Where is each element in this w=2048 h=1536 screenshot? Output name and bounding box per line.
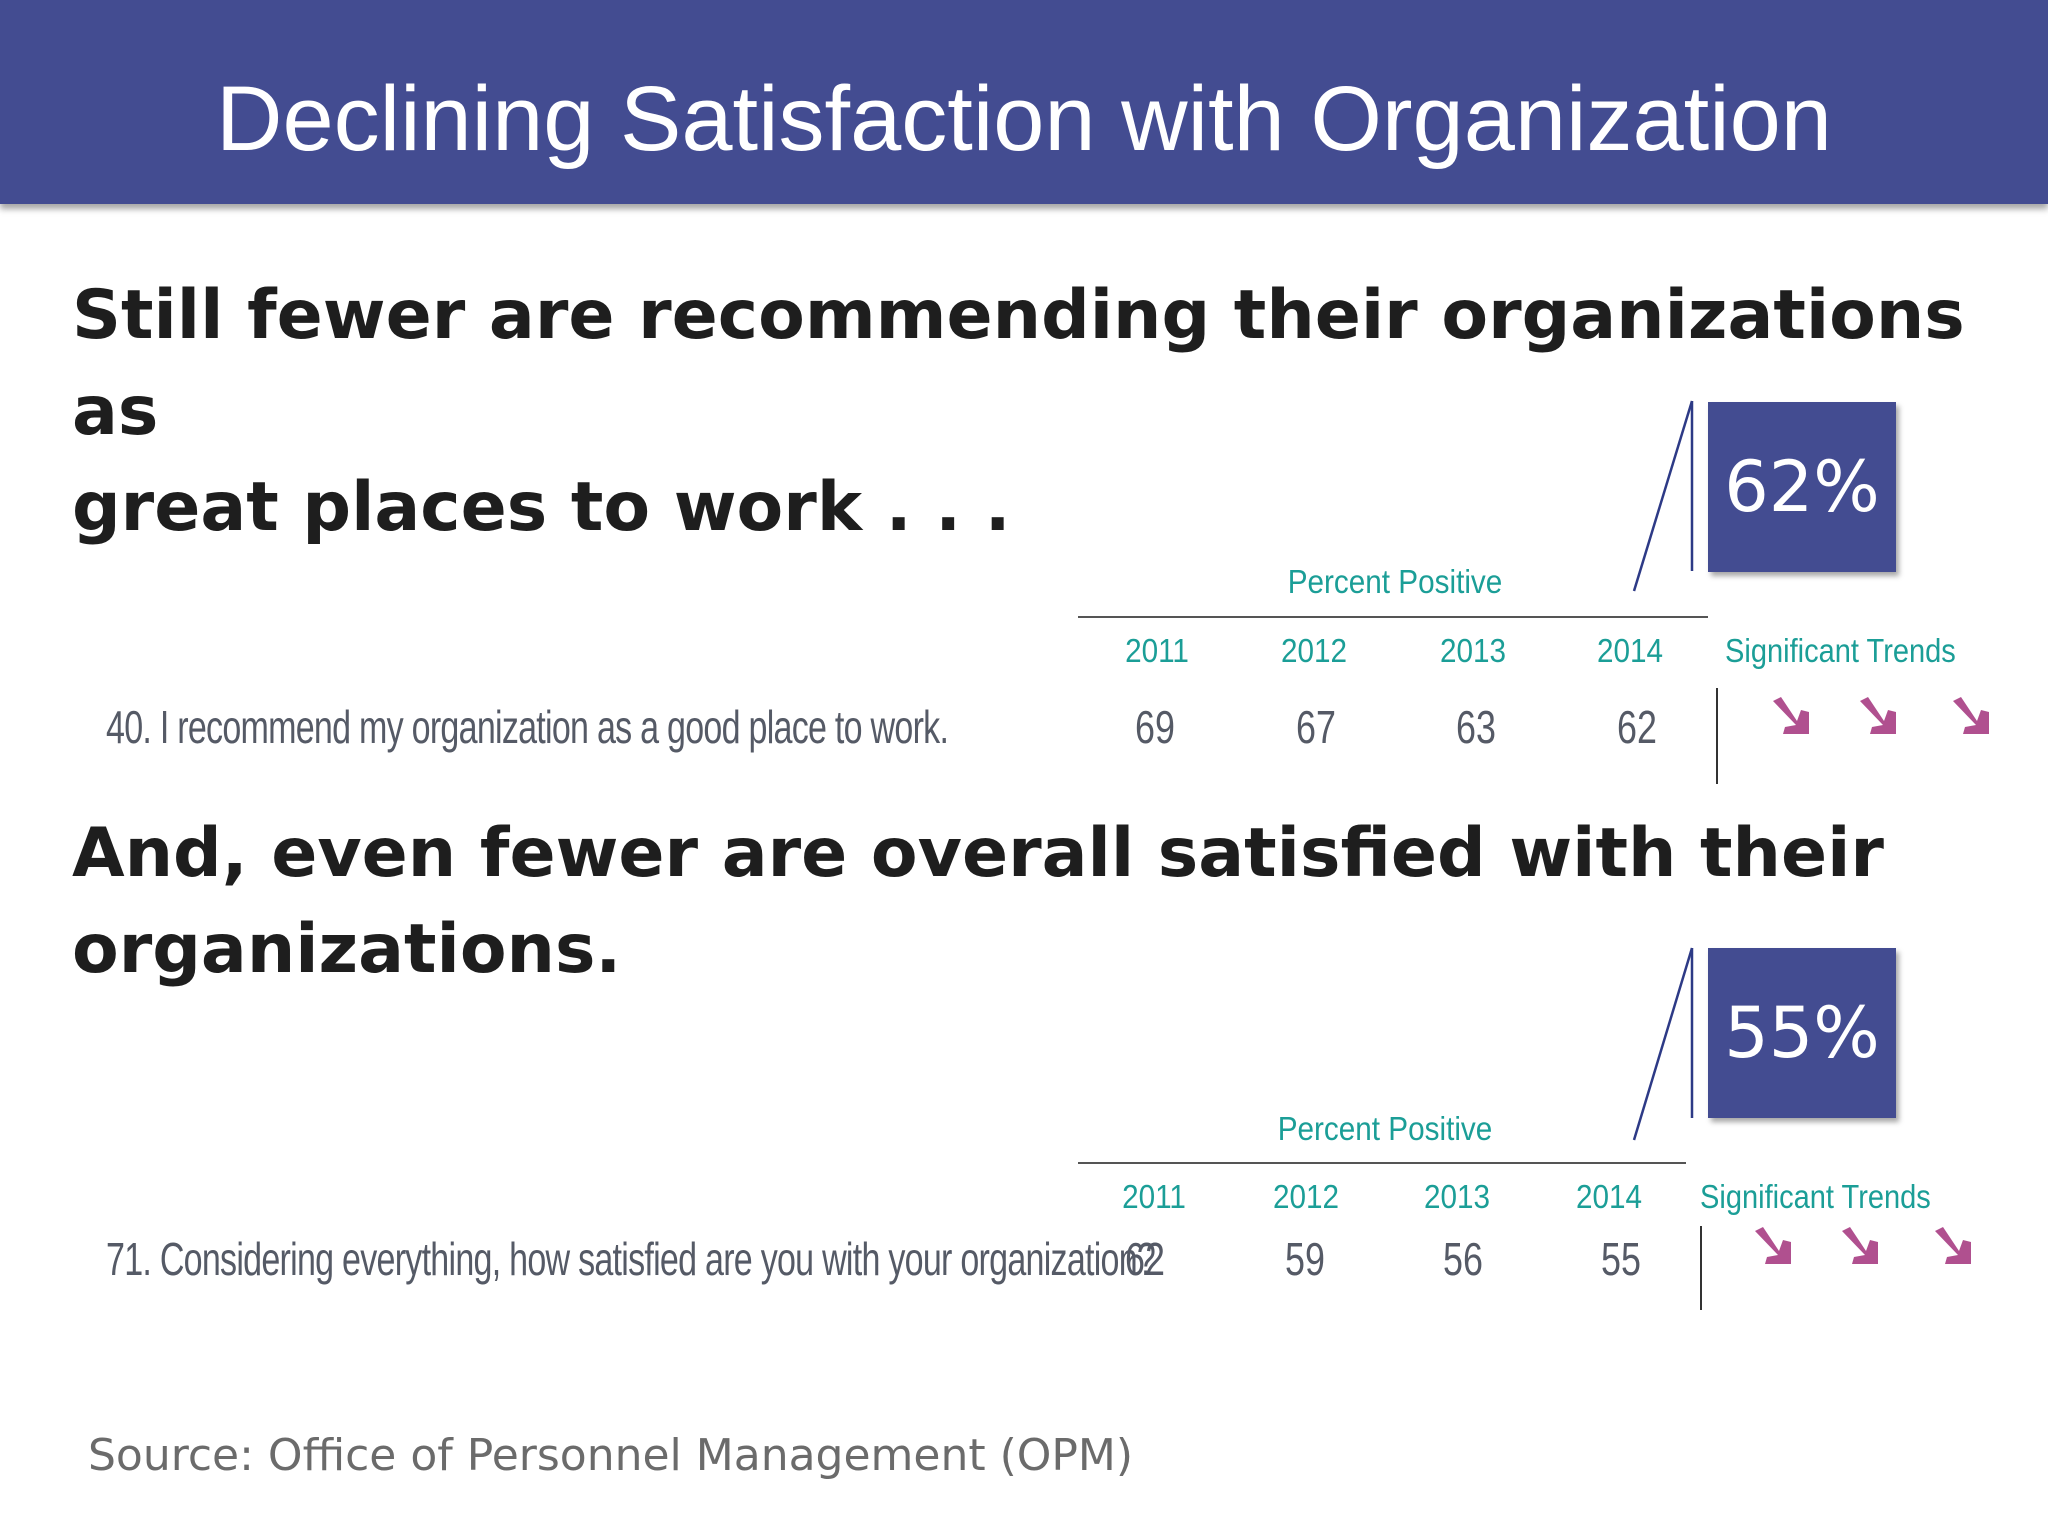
section1-callout-badge: 62%: [1708, 402, 1896, 572]
section1-divider: [1078, 616, 1708, 618]
section2-year-2013: 2013: [1423, 1178, 1491, 1215]
arrow-down-right-icon: [1773, 697, 1809, 734]
slide-title: Declining Satisfaction with Organization: [216, 68, 1832, 170]
section2-year-2011: 2011: [1122, 1178, 1186, 1215]
section2-callout-pointer: [1632, 947, 1694, 1141]
arrow-down-right-icon: [1860, 697, 1896, 734]
section2-value-2011: 62: [1125, 1233, 1165, 1285]
section2-heading-line2: organizations.: [72, 910, 622, 989]
section1-heading-line2: great places to work . . .: [72, 468, 1011, 547]
section1-trend-separator: [1716, 688, 1718, 784]
section1-value-2013: 63: [1456, 701, 1496, 753]
section1-percent-positive: Percent Positive: [1287, 563, 1503, 600]
section1-value-2012: 67: [1296, 701, 1336, 753]
section2-value-2014: 55: [1601, 1233, 1641, 1285]
section2-value-2012: 59: [1285, 1233, 1325, 1285]
section1-question: 40. I recommend my organization as a goo…: [106, 701, 949, 753]
arrow-down-right-icon: [1842, 1227, 1878, 1264]
section1-heading-line1: Still fewer are recommending their organ…: [72, 276, 1965, 451]
section1-value-2011: 69: [1135, 701, 1175, 753]
section1-year-2013: 2013: [1439, 632, 1507, 669]
section2-trend-separator: [1700, 1226, 1702, 1310]
section2-year-2014: 2014: [1575, 1178, 1643, 1215]
source-citation: Source: Office of Personnel Management (…: [88, 1430, 1134, 1481]
section1-year-2014: 2014: [1596, 632, 1664, 669]
title-banner: [0, 0, 2048, 204]
section1-callout-pointer: [1632, 400, 1694, 592]
section1-trends-label: Significant Trends: [1725, 632, 1956, 669]
arrow-down-right-icon: [1755, 1227, 1791, 1264]
section2-heading: And, even fewer are overall satisfied wi…: [72, 806, 1972, 998]
arrow-down-right-icon: [1953, 697, 1989, 734]
section1-value-2014: 62: [1617, 701, 1657, 753]
section2-heading-line1: And, even fewer are overall satisfied wi…: [72, 814, 1884, 893]
section1-heading: Still fewer are recommending their organ…: [72, 268, 1972, 556]
section2-value-2013: 56: [1443, 1233, 1483, 1285]
arrow-down-right-icon: [1935, 1227, 1971, 1264]
section2-year-2012: 2012: [1272, 1178, 1340, 1215]
section1-year-2011: 2011: [1125, 632, 1189, 669]
section2-question: 71. Considering everything, how satisfie…: [106, 1233, 1156, 1285]
section2-percent-positive: Percent Positive: [1277, 1110, 1493, 1147]
section2-trends-label: Significant Trends: [1700, 1178, 1931, 1215]
section2-callout-badge: 55%: [1708, 948, 1896, 1118]
section2-divider: [1078, 1162, 1686, 1164]
section1-year-2012: 2012: [1280, 632, 1348, 669]
